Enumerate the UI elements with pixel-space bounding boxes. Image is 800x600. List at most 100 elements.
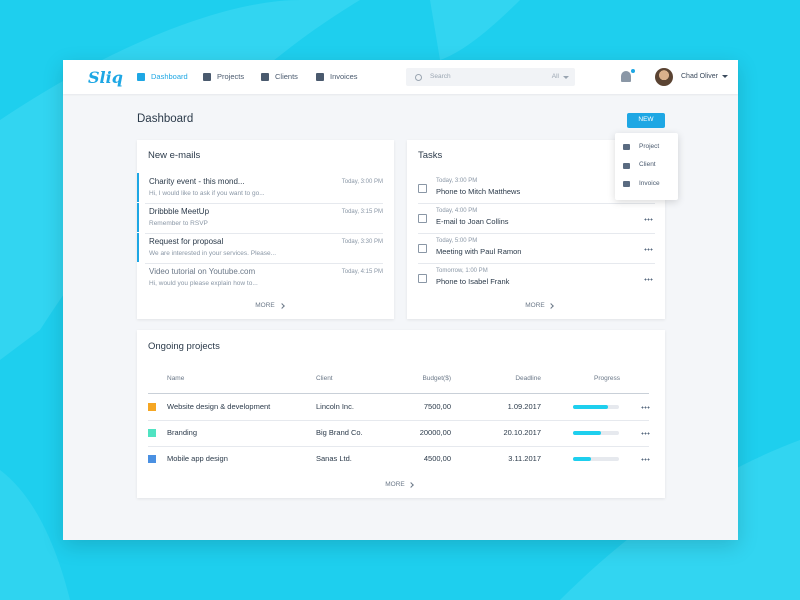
row-menu[interactable] [641,458,650,461]
avatar[interactable] [655,68,673,86]
email-preview: We are interested in your services. Plea… [149,249,277,257]
nav-icon [203,73,211,81]
task-menu[interactable] [644,278,653,281]
task-label: Phone to Mitch Matthews [436,187,521,197]
project-budget: 20000,00 [419,428,451,438]
unread-marker [137,173,139,202]
task-menu[interactable] [644,218,653,221]
task-time: Today, 5:00 PM [436,238,478,244]
email-subject[interactable]: Request for proposal [149,237,224,246]
project-name[interactable]: Mobile app design [167,454,228,464]
logo[interactable]: Sliq [88,68,123,87]
column-header: Budget($) [422,374,451,382]
checkbox[interactable] [418,184,427,193]
nav-link[interactable]: Clients [275,72,298,82]
email-preview: Remember to RSVP [149,219,208,227]
row-menu[interactable] [641,406,650,409]
separator [148,446,649,447]
menu-icon [623,162,630,169]
header-separator [148,393,649,394]
task-label: Meeting with Paul Ramon [436,247,522,257]
separator [145,233,383,234]
search-filter[interactable]: All [551,72,559,80]
color-square [148,455,156,463]
more-link[interactable]: MORE [385,480,405,488]
emails-card [137,140,394,319]
project-name[interactable]: Branding [167,428,198,438]
email-subject[interactable]: Charity event - this mond... [149,177,245,186]
unread-marker [137,203,139,232]
nav-icon [316,73,324,81]
app-window: Sliq Dashboard Projects Clients Invoices Sear… [63,60,738,540]
search-box[interactable] [406,68,575,86]
column-header: Client [316,374,333,382]
project-budget: 4500,00 [423,454,451,464]
new-button[interactable] [627,113,665,128]
unread-marker [137,233,139,262]
filter-arrow [563,76,569,82]
task-label: Phone to Isabel Frank [436,277,510,287]
nav-link[interactable]: Dashboard [151,72,188,82]
project-budget: 7500,00 [423,402,451,412]
checkbox[interactable] [418,214,427,223]
project-client: Lincoln Inc. [316,402,354,412]
user-name[interactable]: Chad Oliver [681,72,718,80]
card-title: Tasks [418,150,443,162]
project-deadline: 1.09.2017 [507,402,541,412]
project-deadline: 3.11.2017 [508,454,541,464]
separator [148,420,649,421]
email-subject[interactable]: Video tutorial on Youtube.com [149,267,256,276]
progress-track [573,457,619,461]
card-title: Ongoing projects [148,341,220,353]
progress-fill [573,405,608,409]
separator [418,263,655,264]
new-button-label[interactable]: NEW [638,116,654,124]
projects-card [137,330,665,498]
menu-icon [623,181,630,187]
color-square [148,403,156,411]
task-time: Tomorrow, 1:00 PM [436,268,488,274]
column-header: Deadline [515,374,541,382]
column-header: Progress [593,374,620,382]
project-client: Sanas Ltd. [316,454,352,464]
progress-fill [573,431,601,435]
column-header: Name [167,374,185,382]
separator [418,233,655,234]
card-title: New e-mails [148,150,201,162]
progress-fill [573,457,592,461]
project-client: Big Brand Co. [316,428,363,438]
user-arrow [722,75,728,81]
row-menu[interactable] [641,432,650,435]
separator [145,203,383,204]
nav-icon [137,73,145,81]
color-square [148,429,156,437]
task-time: Today, 4:00 PM [436,208,478,214]
email-preview: Hi, would you please explain how to... [149,279,258,287]
nav-link[interactable]: Projects [217,72,245,82]
menu-item[interactable]: Invoice [639,179,660,187]
separator [145,263,383,264]
project-name[interactable]: Website design & development [167,402,271,412]
task-menu[interactable] [644,248,653,251]
checkbox[interactable] [418,274,427,283]
email-time: Today, 4:15 PM [341,269,383,275]
nav-icon [261,73,269,81]
search-icon [415,74,422,81]
nav-link[interactable]: Invoices [330,72,358,82]
email-time: Today, 3:00 PM [341,179,383,185]
notification-dot [631,69,635,73]
notification-bell[interactable] [621,71,631,82]
project-deadline: 20.10.2017 [503,428,541,438]
more-link[interactable]: MORE [255,301,275,309]
more-link[interactable]: MORE [525,301,545,309]
checkbox[interactable] [418,244,427,253]
menu-item[interactable]: Client [639,161,656,169]
email-subject[interactable]: Dribbble MeetUp [149,207,210,216]
task-label: E-mail to Joan Collins [436,217,509,227]
search-placeholder: Search [430,72,451,80]
menu-item[interactable]: Project [639,142,660,150]
email-preview: Hi, I would like to ask if you want to g… [149,189,265,197]
separator [418,203,655,204]
email-time: Today, 3:30 PM [341,239,383,245]
